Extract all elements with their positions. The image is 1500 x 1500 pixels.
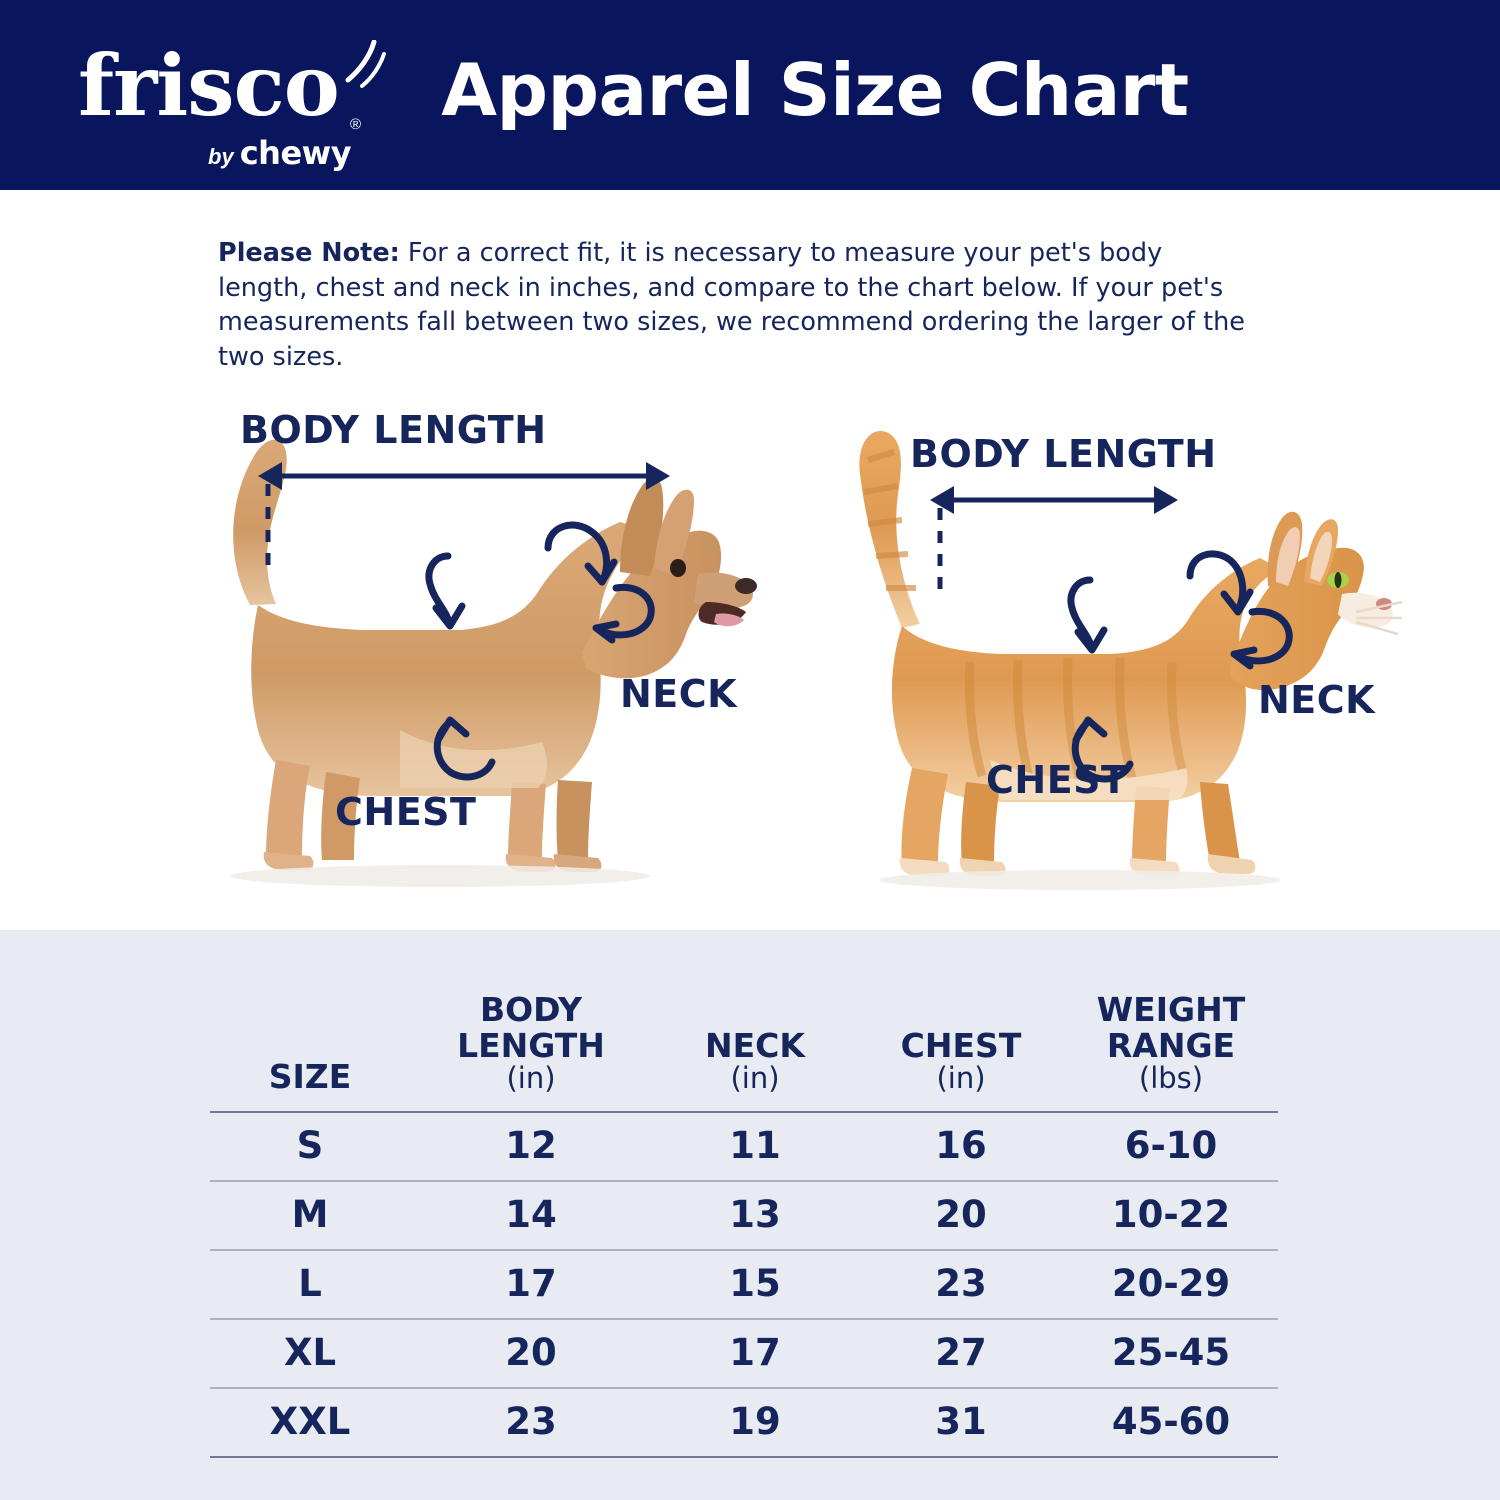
cell-body-length: 23 [410, 1386, 652, 1458]
cell-body-length: 12 [410, 1110, 652, 1181]
cell-neck: 19 [652, 1386, 858, 1458]
cell-size: L [210, 1248, 410, 1319]
cell-chest: 27 [858, 1317, 1064, 1388]
column-header-weight-range: WEIGHT RANGE (lbs) [1064, 992, 1278, 1112]
column-header-body-length: BODY LENGTH (in) [410, 992, 652, 1112]
cell-body-length: 14 [410, 1179, 652, 1250]
apparel-size-table: SIZE BODY LENGTH (in) NECK (in) CHEST (i… [210, 992, 1278, 1458]
cell-weight-range: 25-45 [1064, 1317, 1278, 1388]
cell-chest: 31 [858, 1386, 1064, 1458]
chewy-wordmark: chewy [239, 134, 352, 172]
table-row: XL 20 17 27 25-45 [210, 1317, 1278, 1388]
dog-measurement-diagram: BODY LENGTH NECK CHEST [150, 390, 770, 930]
page-title: Apparel Size Chart [441, 48, 1189, 132]
frisco-wordmark: frisco [78, 36, 340, 135]
cell-chest: 20 [858, 1179, 1064, 1250]
table-row: L 17 15 23 20-29 [210, 1248, 1278, 1319]
column-header-neck-unit: (in) [730, 1061, 780, 1096]
column-header-weight-range-text: WEIGHT RANGE [1096, 990, 1246, 1065]
cat-body-length-label: BODY LENGTH [910, 432, 1217, 476]
cell-size: XXL [210, 1386, 410, 1458]
cell-size: M [210, 1179, 410, 1250]
cell-neck: 15 [652, 1248, 858, 1319]
cell-size: S [210, 1110, 410, 1181]
cat-chest-label: CHEST [986, 758, 1128, 802]
column-header-size: SIZE [210, 992, 410, 1112]
column-header-neck: NECK (in) [652, 992, 858, 1112]
please-note-block: Please Note: For a correct fit, it is ne… [218, 236, 1248, 375]
frisco-swish-icon [345, 40, 386, 88]
cell-weight-range: 6-10 [1064, 1110, 1278, 1181]
cat-measurement-diagram: BODY LENGTH NECK CHEST [790, 390, 1410, 930]
please-note-label: Please Note: [218, 238, 400, 268]
dog-chest-label: CHEST [335, 790, 477, 834]
please-note-body: For a correct fit, it is necessary to me… [218, 238, 1245, 373]
size-table-body: S 12 11 16 6-10 M 14 13 20 10-22 L 17 15… [210, 1110, 1278, 1458]
cell-neck: 13 [652, 1179, 858, 1250]
cat-illustration [859, 431, 1403, 890]
cell-weight-range: 20-29 [1064, 1248, 1278, 1319]
cell-neck: 11 [652, 1110, 858, 1181]
column-header-weight-range-unit: (lbs) [1138, 1061, 1204, 1096]
size-table-head: SIZE BODY LENGTH (in) NECK (in) CHEST (i… [210, 992, 1278, 1112]
by-chewy-lockup: by chewy [208, 134, 352, 172]
cell-size: XL [210, 1317, 410, 1388]
cell-weight-range: 45-60 [1064, 1386, 1278, 1458]
table-header-row: SIZE BODY LENGTH (in) NECK (in) CHEST (i… [210, 992, 1278, 1112]
table-row: S 12 11 16 6-10 [210, 1110, 1278, 1181]
column-header-size-text: SIZE [268, 1056, 352, 1096]
column-header-neck-text: NECK [705, 1025, 805, 1065]
column-header-chest: CHEST (in) [858, 992, 1064, 1112]
size-table-section: SIZE BODY LENGTH (in) NECK (in) CHEST (i… [0, 930, 1500, 1500]
column-header-chest-unit: (in) [936, 1061, 986, 1096]
cell-chest: 23 [858, 1248, 1064, 1319]
registered-trademark-mark: ® [350, 116, 362, 133]
page-header: frisco ® by chewy Apparel Size Chart [0, 0, 1500, 190]
cell-body-length: 20 [410, 1317, 652, 1388]
cell-neck: 17 [652, 1317, 858, 1388]
column-header-body-length-unit: (in) [506, 1061, 556, 1096]
measurement-diagrams: BODY LENGTH NECK CHEST [0, 390, 1500, 930]
dog-illustration [230, 439, 757, 887]
by-label: by [208, 144, 234, 169]
cell-body-length: 17 [410, 1248, 652, 1319]
column-header-chest-text: CHEST [900, 1025, 1022, 1065]
table-row: M 14 13 20 10-22 [210, 1179, 1278, 1250]
column-header-body-length-text: BODY LENGTH [457, 990, 605, 1065]
table-row: XXL 23 19 31 45-60 [210, 1386, 1278, 1458]
cell-chest: 16 [858, 1110, 1064, 1181]
dog-body-length-label: BODY LENGTH [240, 408, 547, 452]
frisco-by-chewy-logo: frisco ® by chewy [78, 36, 386, 174]
dog-neck-label: NECK [620, 672, 738, 716]
cat-neck-label: NECK [1258, 678, 1376, 722]
cell-weight-range: 10-22 [1064, 1179, 1278, 1250]
